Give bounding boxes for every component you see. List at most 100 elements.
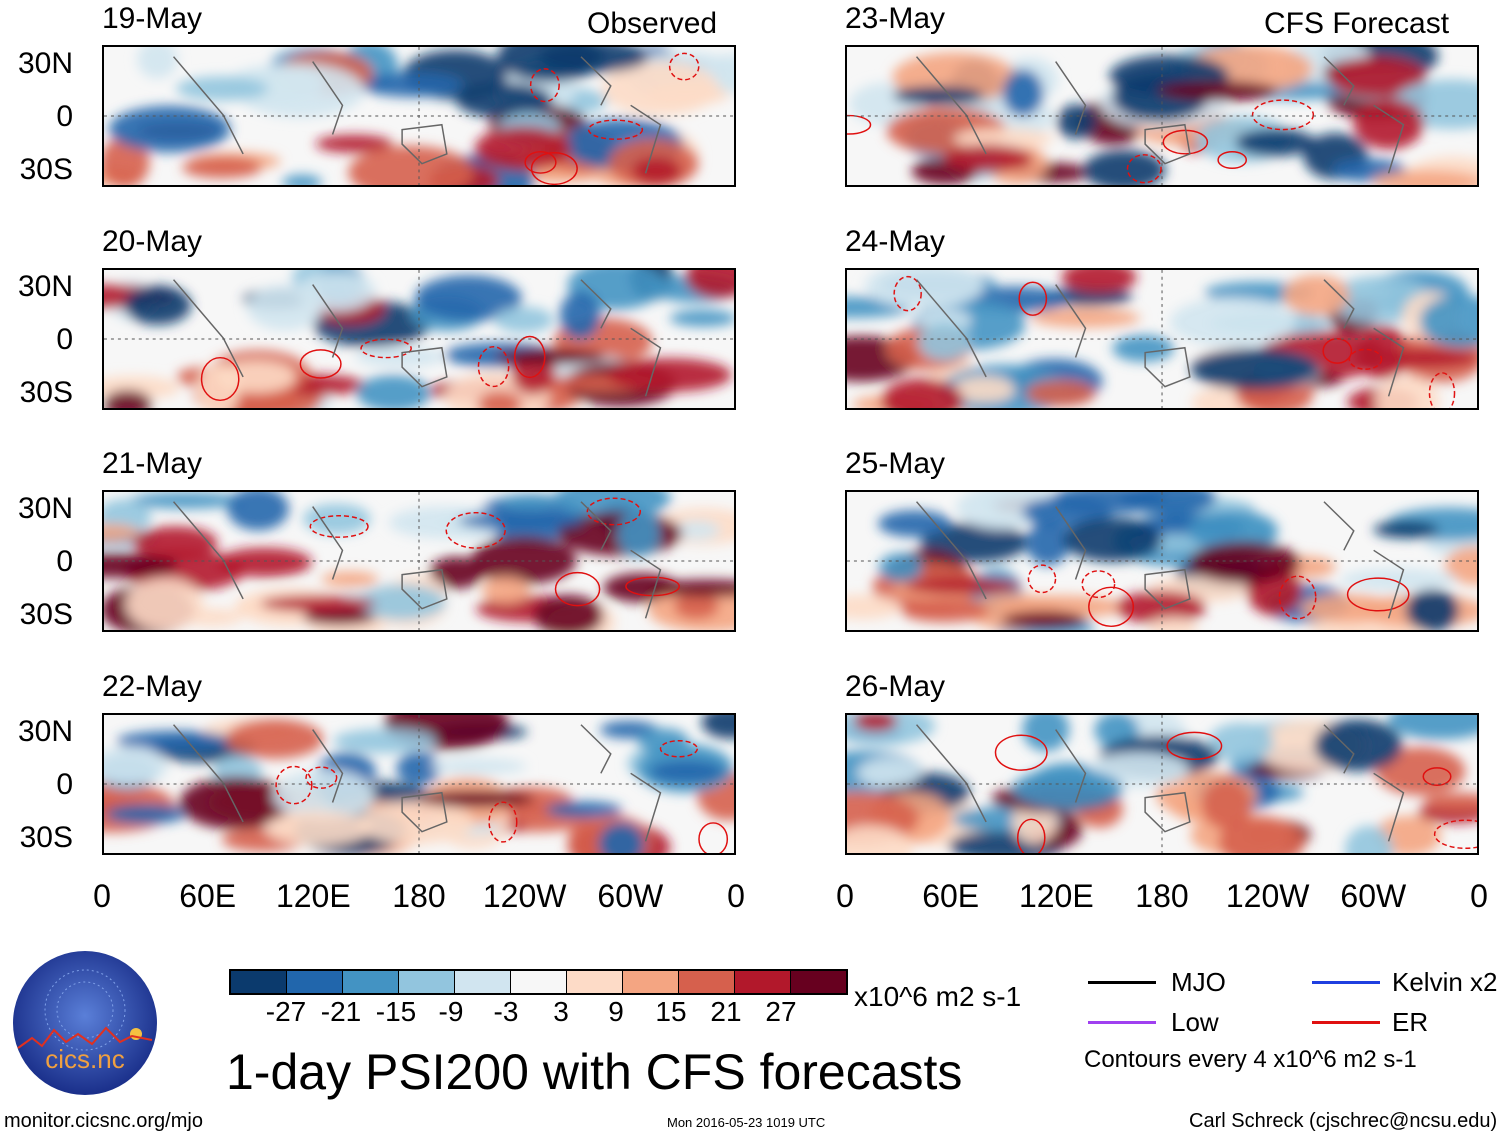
anomaly-blob (853, 715, 898, 732)
panel-date: 22-May (102, 670, 203, 703)
anomaly-blob (918, 321, 971, 362)
lon-label: 60W (597, 878, 664, 914)
er-contour (659, 739, 698, 758)
anomaly-blob (1061, 270, 1137, 294)
er-contour (1348, 348, 1383, 370)
anomaly-blob (1187, 510, 1279, 552)
anomaly-blob (951, 376, 1016, 403)
lon-label: 120E (275, 878, 351, 914)
anomaly-blob (1353, 98, 1425, 150)
anomaly-blob (1022, 715, 1070, 752)
anomaly-blob (458, 512, 584, 530)
coastline (172, 56, 662, 174)
anomaly-blob (1235, 128, 1316, 157)
colorbar-swatch (679, 971, 735, 993)
er-contour (1018, 281, 1048, 316)
er-contour (309, 515, 369, 538)
cics-logo: cics.nc (12, 950, 158, 1096)
anomaly-blob (175, 76, 269, 101)
map-panel (102, 713, 736, 855)
er-contour (1217, 150, 1248, 169)
anomaly-blob (225, 718, 324, 759)
anomaly-blob (470, 536, 577, 585)
anomaly-blob (878, 510, 951, 538)
er-contour (1428, 372, 1456, 408)
er-contour (299, 349, 342, 379)
er-contour (530, 152, 578, 185)
anomaly-blob (1373, 348, 1477, 368)
anomaly-blob (355, 346, 445, 368)
anomaly-blob (104, 390, 153, 408)
lat-label: 30S (19, 376, 73, 409)
er-contour (200, 356, 240, 402)
lon-label: 180 (392, 878, 446, 914)
anomaly-blob (534, 594, 604, 630)
anomaly-blob (669, 309, 734, 327)
legend-kelvin: Kelvin x2 (1392, 967, 1498, 997)
panel-date: 21-May (102, 447, 203, 480)
anomaly-blob (1148, 617, 1198, 630)
er-contour (1081, 570, 1116, 599)
forecast-header: CFS Forecast (1264, 7, 1450, 40)
anomaly-blob (1344, 825, 1393, 853)
panel-date: 25-May (845, 447, 946, 480)
lat-label: 0 (56, 323, 73, 356)
anomaly-blob (1340, 568, 1458, 592)
anomaly-blob (132, 526, 218, 560)
anomaly-blob (260, 595, 377, 612)
legend-mjo-line (1088, 981, 1156, 984)
er-contour (1346, 577, 1410, 612)
anomaly-blob (1031, 308, 1141, 328)
er-contour (698, 822, 729, 853)
figure-title: 1-day PSI200 with CFS forecasts (226, 1044, 963, 1100)
anomaly-blob (1445, 546, 1477, 585)
anomaly-blob (104, 524, 140, 542)
anomaly-blob (1208, 722, 1274, 762)
anomaly-blob (1190, 348, 1319, 390)
anomaly-blob (1313, 719, 1403, 772)
anomaly-blob (494, 348, 606, 365)
anomaly-blob (1405, 589, 1459, 630)
lat-label: 0 (56, 100, 73, 133)
anomaly-blob (1025, 379, 1096, 407)
colorbar-label: -3 (493, 996, 519, 1027)
legend-low: Low (1171, 1007, 1219, 1037)
anomaly-blob (302, 503, 371, 535)
colorbar-label: 3 (553, 996, 569, 1027)
anomaly-blob (847, 825, 913, 853)
colorbar-units: x10^6 m2 s-1 (854, 981, 1022, 1012)
colorbar-swatch (791, 971, 846, 993)
er-contour (893, 275, 922, 312)
anomaly-blob (1300, 593, 1396, 623)
coastline (915, 501, 1405, 619)
lat-label: 30N (17, 715, 73, 748)
lon-label: 0 (727, 878, 745, 914)
lat-label: 30S (19, 598, 73, 631)
anomaly-blob (1116, 590, 1206, 625)
panel-date: 23-May (845, 2, 946, 35)
er-contour (1027, 564, 1057, 594)
coastline (915, 56, 1405, 174)
footer-url[interactable]: monitor.cicsnc.org/mjo (4, 1110, 203, 1132)
map-panel (102, 490, 736, 632)
anomaly-blob (1056, 104, 1097, 139)
anomaly-blob (494, 306, 554, 333)
colorbar-swatch (511, 971, 567, 993)
anomaly-blob (1083, 149, 1166, 185)
observed-header: Observed (587, 7, 718, 40)
anomaly-blob (881, 378, 965, 408)
colorbar (229, 969, 848, 995)
colorbar-swatch (287, 971, 343, 993)
lon-label: 60E (179, 878, 237, 914)
anomaly-blob (125, 578, 204, 630)
anomaly-blob (1157, 80, 1277, 102)
anomaly-blob (617, 508, 661, 557)
er-contour (668, 52, 700, 81)
anomaly-blob (247, 285, 324, 331)
anomaly-blob (1387, 715, 1477, 740)
anomaly-blob (673, 593, 719, 620)
map-panel (102, 45, 736, 187)
anomaly-blob (358, 584, 446, 620)
lon-label: 120E (1018, 878, 1094, 914)
